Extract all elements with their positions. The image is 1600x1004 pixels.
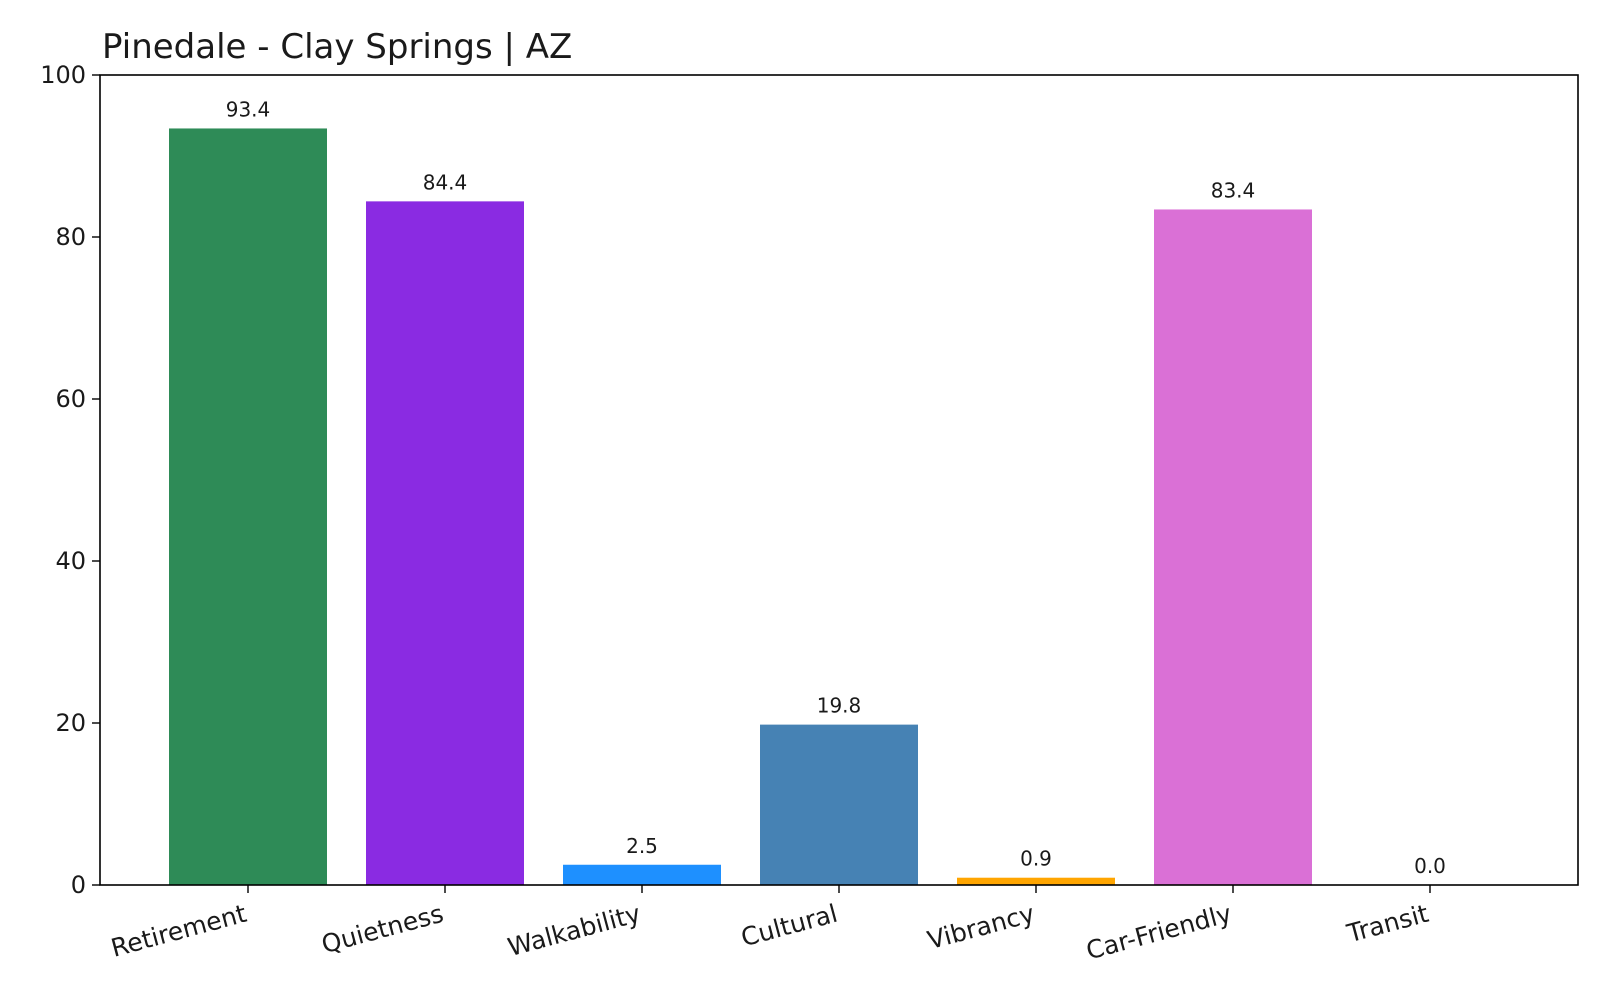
- x-tick-label: Walkability: [505, 899, 644, 962]
- x-tick-label: Retirement: [108, 899, 250, 963]
- x-tick-label: Transit: [1343, 899, 1432, 949]
- value-label: 0.0: [1414, 854, 1446, 878]
- bar-quietness: [366, 201, 524, 886]
- y-tick-label: 80: [55, 223, 86, 251]
- value-label: 0.9: [1020, 847, 1052, 871]
- x-tick-label: Cultural: [738, 899, 841, 952]
- x-tick-label: Car-Friendly: [1083, 899, 1235, 966]
- bar-walkability: [563, 864, 721, 885]
- value-labels-group: 93.4 84.4 2.5 19.8 0.9 83.4 0.0: [226, 97, 1446, 878]
- y-tick-label: 40: [55, 547, 86, 575]
- value-label: 83.4: [1211, 178, 1256, 202]
- value-label: 93.4: [226, 97, 271, 121]
- x-tick-label: Quietness: [318, 899, 446, 959]
- chart-title: Pinedale - Clay Springs | AZ: [102, 27, 572, 67]
- x-tick-label: Vibrancy: [924, 899, 1037, 955]
- bar-retirement: [169, 128, 327, 885]
- bars-group: [169, 128, 1312, 886]
- y-tick-label: 0: [71, 871, 86, 899]
- y-tick-label: 100: [40, 61, 86, 89]
- y-tick-label: 20: [55, 709, 86, 737]
- x-axis: Retirement Quietness Walkability Cultural Vi…: [108, 885, 1432, 965]
- bar-car-friendly: [1154, 209, 1312, 885]
- value-label: 2.5: [626, 834, 658, 858]
- value-label: 19.8: [817, 694, 862, 718]
- y-tick-label: 60: [55, 385, 86, 413]
- value-label: 84.4: [423, 170, 468, 194]
- plot-frame: [99, 74, 1579, 886]
- y-axis: 0 20 40 60 80 100: [40, 61, 100, 899]
- bar-cultural: [760, 724, 918, 885]
- bar-vibrancy: [957, 877, 1115, 885]
